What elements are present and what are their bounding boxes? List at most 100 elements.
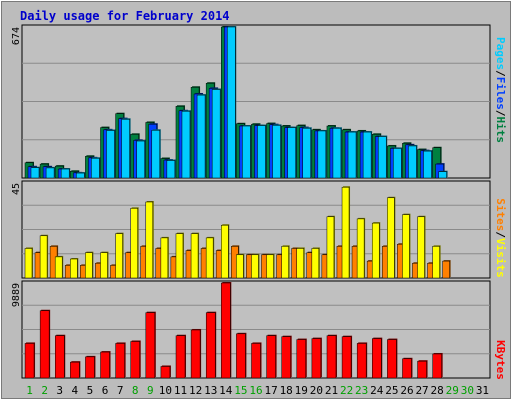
bar-pages-14 — [227, 26, 236, 179]
bar-kbytes-17 — [266, 335, 276, 379]
bar-pages-22 — [347, 131, 357, 179]
x-tick-label-18: 18 — [280, 384, 293, 397]
bar-pages-20 — [317, 130, 327, 179]
x-tick-label-6: 6 — [102, 384, 109, 397]
x-tick-label-11: 11 — [174, 384, 187, 397]
bar-visits-25 — [387, 197, 395, 279]
x-tick-label-1: 1 — [26, 384, 33, 397]
x-tick-label-19: 19 — [295, 384, 308, 397]
bar-kbytes-21 — [326, 335, 337, 379]
bar-visits-18 — [281, 246, 289, 279]
bar-pages-6 — [106, 130, 115, 179]
bar-visits-5 — [85, 252, 93, 279]
bar-kbytes-13 — [205, 312, 216, 379]
bar-visits-6 — [100, 252, 108, 279]
x-tick-label-26: 26 — [400, 384, 413, 397]
bar-visits-22 — [341, 186, 350, 279]
bar-kbytes-20 — [311, 338, 322, 379]
bar-kbytes-6 — [100, 351, 110, 379]
x-tick-label-30: 30 — [461, 384, 474, 397]
bar-pages-17 — [272, 125, 281, 179]
bar-kbytes-9 — [145, 312, 156, 379]
bar-kbytes-2 — [39, 310, 50, 379]
bar-kbytes-1 — [24, 343, 35, 379]
x-tick-label-8: 8 — [132, 384, 139, 397]
bar-visits-27 — [417, 216, 425, 279]
bar-pages-8 — [136, 140, 145, 179]
bar-kbytes-5 — [85, 356, 95, 379]
bar-kbytes-12 — [190, 329, 201, 379]
bar-visits-17 — [266, 254, 274, 279]
bar-visits-23 — [356, 218, 365, 279]
x-tick-label-9: 9 — [147, 384, 154, 397]
bar-pages-7 — [121, 119, 130, 179]
legend-sep: / — [494, 231, 507, 238]
chart-title: Daily usage for February 2014 — [20, 9, 230, 23]
bar-kbytes-11 — [175, 335, 186, 379]
bar-pages-23 — [362, 131, 372, 179]
x-tick-label-2: 2 — [41, 384, 48, 397]
bar-kbytes-23 — [356, 343, 367, 379]
x-tick-label-3: 3 — [56, 384, 63, 397]
bar-pages-10 — [166, 160, 176, 179]
bar-kbytes-14 — [221, 282, 231, 379]
panel-hits-files-pages-ymax-label: 674 — [11, 27, 22, 45]
x-tick-label-29: 29 — [446, 384, 459, 397]
bar-kbytes-24 — [372, 338, 382, 379]
legend-files: Files — [494, 77, 507, 110]
bar-visits-12 — [190, 233, 199, 279]
x-tick-label-24: 24 — [370, 384, 384, 397]
bar-pages-2 — [45, 167, 55, 179]
bar-pages-27 — [423, 150, 432, 179]
bar-kbytes-22 — [341, 336, 352, 379]
x-tick-label-16: 16 — [249, 384, 262, 397]
bar-pages-24 — [377, 136, 387, 179]
x-tick-label-13: 13 — [204, 384, 217, 397]
x-tick-label-27: 27 — [415, 384, 428, 397]
panel-visits-sites-ymax-label: 45 — [11, 183, 22, 195]
bar-kbytes-26 — [402, 358, 412, 379]
bar-pages-11 — [181, 110, 191, 179]
bar-kbytes-10 — [160, 366, 171, 379]
legend-pages: Pages — [494, 37, 507, 70]
legend-sites: Sites — [494, 198, 507, 231]
bar-pages-18 — [287, 127, 296, 179]
bar-visits-28 — [432, 246, 440, 279]
bar-kbytes-18 — [281, 336, 291, 379]
legend-sep: / — [494, 110, 507, 117]
bar-visits-11 — [175, 233, 184, 279]
x-tick-label-15: 15 — [234, 384, 247, 397]
legend-kbytes: KBytes — [494, 340, 507, 380]
bar-sites-28 — [442, 260, 450, 279]
bar-kbytes-25 — [387, 339, 397, 379]
bar-pages-4 — [76, 172, 85, 179]
x-tick-label-21: 21 — [325, 384, 338, 397]
bar-pages-12 — [196, 94, 206, 179]
bar-visits-24 — [371, 222, 380, 279]
x-tick-label-23: 23 — [355, 384, 368, 397]
bar-visits-19 — [296, 248, 304, 279]
bar-pages-1 — [30, 167, 40, 179]
legend-sites-visits: Sites/Visits — [494, 198, 507, 278]
bar-pages-5 — [91, 158, 100, 179]
bar-kbytes-19 — [296, 339, 307, 379]
bar-pages-16 — [257, 125, 266, 179]
legend-sep: / — [494, 70, 507, 77]
bar-kbytes-8 — [130, 341, 140, 379]
bar-pages-28 — [438, 171, 447, 179]
bar-kbytes-27 — [417, 360, 427, 379]
bar-visits-4 — [70, 258, 78, 279]
legend-kbytes: KBytes — [494, 340, 507, 380]
bar-visits-3 — [54, 256, 63, 279]
bar-pages-19 — [302, 128, 311, 179]
bar-visits-1 — [24, 248, 33, 279]
bar-kbytes-16 — [251, 343, 261, 379]
legend-hits: Hits — [494, 117, 507, 144]
x-tick-label-31: 31 — [476, 384, 489, 397]
x-tick-label-5: 5 — [87, 384, 94, 397]
bar-visits-7 — [115, 233, 123, 279]
x-tick-label-17: 17 — [264, 384, 277, 397]
bar-visits-10 — [160, 237, 169, 279]
